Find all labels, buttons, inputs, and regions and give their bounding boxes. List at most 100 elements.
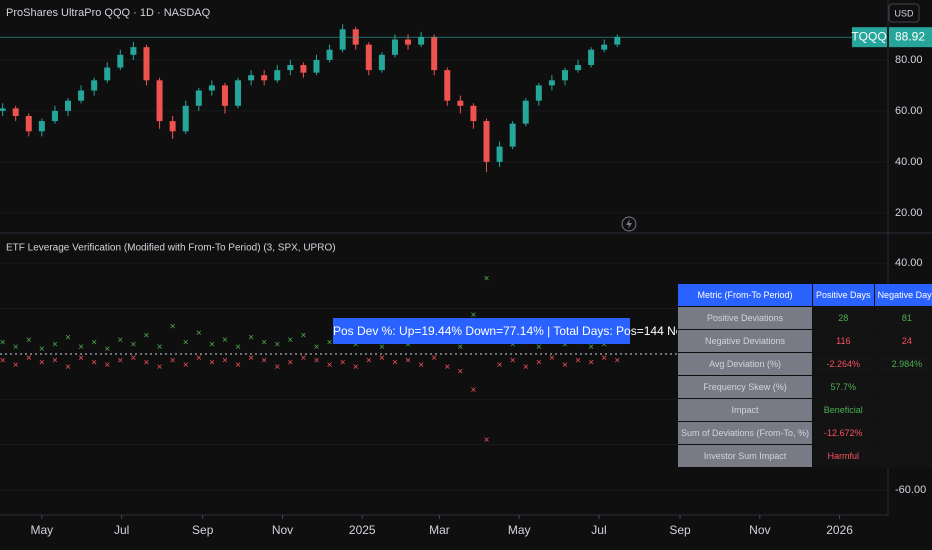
cross-mark: × bbox=[327, 337, 333, 348]
cross-mark: × bbox=[157, 342, 163, 353]
cross-mark: × bbox=[601, 353, 607, 364]
table-cell: 57.7% bbox=[812, 375, 875, 399]
y-tick-label: 20.00 bbox=[895, 207, 923, 219]
table-row: Impact Beneficial bbox=[676, 398, 932, 422]
candle-body bbox=[261, 75, 268, 81]
candle-body bbox=[313, 59, 320, 73]
cross-mark: × bbox=[274, 340, 280, 351]
table-cell: Metric (From-To Period) bbox=[676, 283, 814, 307]
table-cell bbox=[873, 421, 932, 445]
candle-body bbox=[208, 85, 215, 91]
cross-mark: × bbox=[117, 335, 123, 346]
x-tick-label: Nov bbox=[749, 523, 770, 537]
cross-mark: × bbox=[91, 337, 97, 348]
cross-mark: × bbox=[510, 340, 516, 351]
table-cell: Positive Deviations bbox=[676, 306, 814, 330]
candle-body bbox=[235, 80, 242, 106]
table-cell: Impact bbox=[676, 398, 814, 422]
cross-mark: × bbox=[588, 342, 594, 353]
candle-body bbox=[365, 44, 372, 71]
cross-mark: × bbox=[117, 355, 123, 366]
y-tick-label: 40.00 bbox=[895, 156, 923, 168]
cross-mark: × bbox=[484, 274, 490, 285]
cross-mark: × bbox=[379, 342, 385, 353]
cross-mark: × bbox=[405, 355, 411, 366]
currency-button[interactable] bbox=[888, 3, 920, 23]
x-tick-label: 2025 bbox=[349, 523, 376, 537]
table-row: Negative Deviations 116 24 bbox=[676, 329, 932, 353]
table-cell: Positive Days bbox=[812, 283, 875, 307]
symbol-title: ProShares UltraPro QQQ · 1D · NASDAQ bbox=[6, 7, 211, 19]
table-row: Investor Sum Impact Harmful bbox=[676, 444, 932, 468]
cross-mark: × bbox=[575, 355, 581, 366]
table-cell: 24 bbox=[873, 329, 932, 353]
table-cell: -2.264% bbox=[812, 352, 875, 376]
currency[interactable]: USD bbox=[894, 8, 914, 18]
candle-body bbox=[300, 65, 307, 73]
candle-body bbox=[25, 116, 32, 132]
candle-body bbox=[378, 54, 385, 71]
cross-mark: × bbox=[353, 340, 359, 351]
candle-body bbox=[601, 44, 608, 50]
cross-mark: × bbox=[39, 344, 45, 355]
cross-mark: × bbox=[104, 344, 110, 355]
candle-body bbox=[509, 123, 516, 147]
table-cell: Beneficial bbox=[812, 398, 875, 422]
table-cell bbox=[873, 444, 932, 468]
candle-body bbox=[65, 100, 72, 111]
cross-mark: × bbox=[196, 353, 202, 364]
y-tick-label: -60.00 bbox=[895, 484, 926, 496]
candle-body bbox=[221, 85, 228, 106]
cross-mark: × bbox=[444, 362, 450, 373]
y-tick-label: 80.00 bbox=[895, 54, 923, 66]
x-tick-label: Nov bbox=[272, 523, 293, 537]
ticker-label: TQQQ bbox=[851, 29, 886, 43]
cross-mark: × bbox=[13, 342, 19, 353]
cross-mark: × bbox=[314, 355, 320, 366]
cross-mark: × bbox=[497, 360, 503, 371]
candle-body bbox=[104, 67, 111, 81]
lightning-icon[interactable] bbox=[621, 216, 637, 232]
candle-body bbox=[418, 36, 425, 45]
candle-body bbox=[156, 80, 163, 122]
cross-mark: × bbox=[588, 358, 594, 369]
cross-mark: × bbox=[26, 353, 32, 364]
icon-bolt[interactable] bbox=[626, 219, 632, 229]
cross-mark: × bbox=[274, 362, 280, 373]
cross-mark: × bbox=[52, 355, 58, 366]
candle-body bbox=[248, 75, 255, 81]
cross-mark: × bbox=[170, 321, 176, 332]
cross-mark: × bbox=[183, 360, 189, 371]
cross-mark: × bbox=[353, 362, 359, 373]
cross-mark: × bbox=[510, 355, 516, 366]
tooltip-label: Pos Dev %: Up=19.44% Down=77.14% | Total… bbox=[333, 318, 716, 344]
table-cell: 28 bbox=[812, 306, 875, 330]
cross-mark: × bbox=[379, 353, 385, 364]
cross-mark: × bbox=[405, 340, 411, 351]
last-price-badge bbox=[889, 27, 932, 48]
x-tick-label: May bbox=[31, 523, 54, 537]
table-row: Metric (From-To Period) Positive Days Nega… bbox=[676, 283, 932, 307]
candle-body bbox=[182, 105, 189, 132]
candle-body bbox=[561, 70, 568, 81]
cross-mark: × bbox=[418, 360, 424, 371]
cross-mark: × bbox=[0, 355, 6, 366]
x-tick-label: Mar bbox=[429, 523, 450, 537]
y-tick-label: 40.00 bbox=[895, 257, 923, 269]
candle-body bbox=[588, 49, 595, 66]
cross-mark: × bbox=[65, 362, 71, 373]
candle-body bbox=[195, 90, 202, 106]
cross-mark: × bbox=[235, 360, 241, 371]
cross-mark: × bbox=[209, 358, 215, 369]
candle-body bbox=[522, 100, 529, 124]
candle-body bbox=[444, 70, 451, 101]
last-price-label: 88.92 bbox=[895, 29, 925, 43]
candle-body bbox=[457, 100, 464, 106]
candle-body bbox=[391, 39, 398, 55]
candle-body bbox=[51, 110, 58, 122]
table-cell: Sum of Deviations (From-To, %) bbox=[676, 421, 814, 445]
cross-mark: × bbox=[340, 358, 346, 369]
cross-mark: × bbox=[183, 337, 189, 348]
icon-circle[interactable] bbox=[621, 216, 637, 232]
